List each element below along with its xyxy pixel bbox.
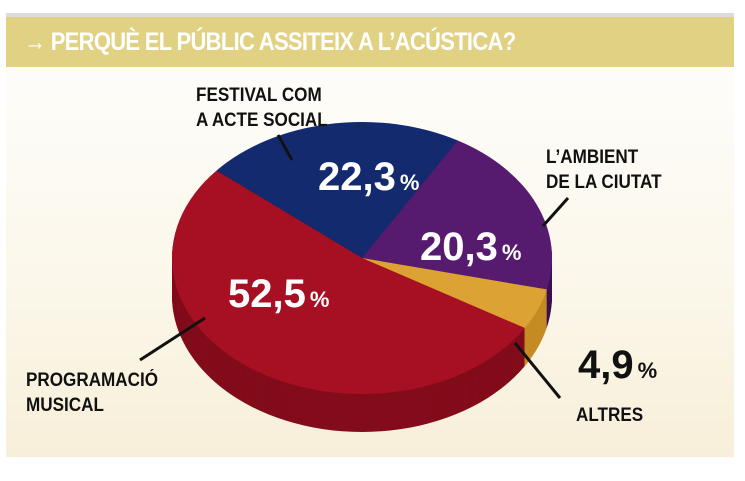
percent-sign: % — [399, 170, 420, 195]
slice-top — [362, 140, 553, 290]
value-number: 52,5 — [228, 272, 306, 316]
leader-line — [139, 316, 206, 362]
percent-sign: % — [501, 240, 522, 265]
value-number: 4,9 — [578, 343, 634, 387]
label-line: MUSICAL — [26, 395, 104, 416]
label-festival: FESTIVAL COM A ACTE SOCIAL — [196, 83, 328, 133]
value-festival: 22,3% — [318, 155, 419, 200]
chart-title: → PERQUÈ EL PÚBLIC ASSITEIX A L’ACÚSTICA… — [24, 28, 516, 56]
leader-line — [541, 197, 570, 227]
leader-line — [513, 342, 562, 399]
label-ambient: L’AMBIENT DE LA CIUTAT — [546, 145, 662, 195]
slice-top — [216, 121, 458, 258]
label-line: L’AMBIENT — [546, 147, 639, 168]
label-line: FESTIVAL COM — [196, 85, 322, 106]
value-altres: 4,9% — [578, 343, 657, 388]
label-line: PROGRAMACIÓ — [26, 370, 159, 391]
label-line: A ACTE SOCIAL — [196, 110, 328, 131]
label-altres: ALTRES — [576, 403, 643, 428]
value-number: 22,3 — [318, 155, 396, 199]
slice-top — [172, 170, 525, 394]
slice-top — [362, 258, 547, 329]
value-number: 20,3 — [420, 225, 498, 269]
leader-line — [276, 134, 294, 161]
label-line: DE LA CIUTAT — [546, 172, 662, 193]
value-programacio: 52,5% — [228, 272, 329, 317]
value-ambient: 20,3% — [420, 225, 521, 270]
percent-sign: % — [309, 287, 330, 312]
label-line: ALTRES — [576, 405, 644, 426]
label-programacio: PROGRAMACIÓ MUSICAL — [26, 368, 158, 418]
header-band — [6, 17, 734, 67]
percent-sign: % — [637, 358, 658, 383]
